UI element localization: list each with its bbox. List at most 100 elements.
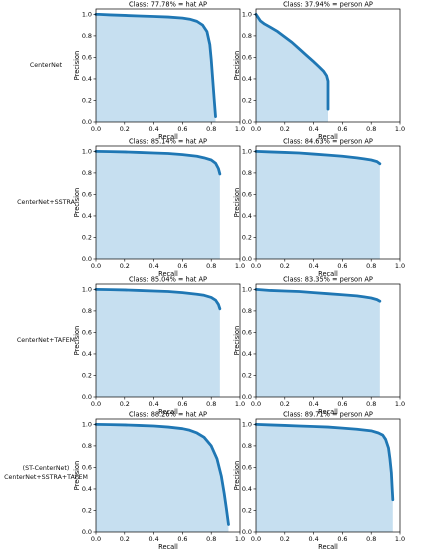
y-tick-label: 0.4 xyxy=(242,350,252,358)
x-tick-label: 1.0 xyxy=(395,262,405,270)
x-axis-label: Recall xyxy=(318,408,338,416)
y-tick-label: 0.6 xyxy=(242,464,252,472)
y-tick-label: 1.0 xyxy=(82,11,92,19)
x-tick-label: 0.0 xyxy=(91,400,101,408)
y-tick-label: 0.2 xyxy=(82,372,92,380)
row-label-centernet: CenterNet xyxy=(0,62,92,71)
y-tick-label: 0.4 xyxy=(82,485,92,493)
x-tick-label: 0.4 xyxy=(149,535,159,543)
x-axis-label: Recall xyxy=(318,133,338,141)
y-tick-label: 0.6 xyxy=(242,54,252,62)
y-tick-label: 0.2 xyxy=(82,234,92,242)
x-tick-label: 0.8 xyxy=(366,262,376,270)
y-tick-label: 0.0 xyxy=(242,393,252,401)
x-tick-label: 1.0 xyxy=(235,400,245,408)
y-tick-label: 0.8 xyxy=(82,169,92,177)
y-tick-label: 0.2 xyxy=(82,507,92,515)
y-tick-label: 0.4 xyxy=(82,350,92,358)
plot-frame xyxy=(95,283,241,398)
x-tick-label: 0.0 xyxy=(251,400,261,408)
x-tick-label: 0.0 xyxy=(91,262,101,270)
y-tick-label: 1.0 xyxy=(82,148,92,156)
x-tick-label: 0.4 xyxy=(309,535,319,543)
y-tick-label: 0.0 xyxy=(242,255,252,263)
y-tick-label: 0.4 xyxy=(82,212,92,220)
y-tick-label: 0.6 xyxy=(242,329,252,337)
x-tick-label: 0.4 xyxy=(149,400,159,408)
x-tick-label: 0.0 xyxy=(251,535,261,543)
y-axis-label: Precision xyxy=(233,326,241,355)
y-tick-label: 1.0 xyxy=(82,421,92,429)
y-axis-label: Precision xyxy=(73,188,81,217)
pr-curve-line xyxy=(94,287,222,311)
pr-chart-panel: Class: 84.63% = person AP 0.0 0.2 0.4 0.6 0.8… xyxy=(233,138,405,279)
y-tick-label: 1.0 xyxy=(242,11,252,19)
y-tick-label: 0.0 xyxy=(82,255,92,263)
x-tick-label: 0.0 xyxy=(251,125,261,133)
x-tick-label: 0.4 xyxy=(149,125,159,133)
y-tick-label: 0.4 xyxy=(242,485,252,493)
pr-area-fill xyxy=(256,151,380,259)
pr-chart-panel: Class: 85.04% = hat AP 0.0 0.2 0.4 0.6 0.8 1.0… xyxy=(73,276,245,417)
x-tick-label: 1.0 xyxy=(235,535,245,543)
y-tick-label: 0.2 xyxy=(242,234,252,242)
x-tick-label: 0.2 xyxy=(280,125,290,133)
x-tick-label: 0.8 xyxy=(206,125,216,133)
y-tick-label: 0.0 xyxy=(242,118,252,126)
x-tick-label: 0.4 xyxy=(309,400,319,408)
row-label-st-centernet: (ST-CenterNet) CenterNet+SSTRA+TAFEM xyxy=(0,465,92,482)
row-label-line: CenterNet+TAFEM xyxy=(16,337,76,344)
x-tick-label: 0.8 xyxy=(366,400,376,408)
y-tick-label: 0.6 xyxy=(82,464,92,472)
chart-title: Class: 85.14% = hat AP xyxy=(129,138,207,146)
y-tick-label: 0.8 xyxy=(82,442,92,450)
pr-area-fill xyxy=(96,151,220,259)
y-tick-label: 0.2 xyxy=(242,372,252,380)
x-tick-label: 0.2 xyxy=(280,400,290,408)
pr-area-fill xyxy=(256,289,380,397)
y-tick-label: 0.2 xyxy=(242,97,252,105)
x-tick-label: 0.2 xyxy=(120,262,130,270)
y-tick-label: 0.2 xyxy=(82,97,92,105)
x-tick-label: 0.8 xyxy=(206,400,216,408)
chart-title: Class: 89.71% = person AP xyxy=(283,411,373,419)
pr-area-fill xyxy=(256,14,328,123)
y-tick-label: 0.8 xyxy=(242,169,252,177)
y-axis-label: Precision xyxy=(73,326,81,355)
pr-area-fill xyxy=(256,424,393,532)
x-tick-label: 0.6 xyxy=(337,535,347,543)
plot-frame xyxy=(95,8,241,123)
pr-chart-panel: Class: 77.78% = hat AP 0.0 0.2 0.4 0.6 0.8 1.0… xyxy=(73,1,245,142)
chart-title: Class: 88.26% = hat AP xyxy=(129,411,207,419)
y-tick-label: 0.0 xyxy=(242,528,252,536)
x-tick-label: 0.8 xyxy=(206,535,216,543)
y-tick-label: 0.4 xyxy=(242,75,252,83)
x-axis-label: Recall xyxy=(158,543,178,550)
row-label-line: CenterNet+SSTRA xyxy=(17,199,75,206)
x-tick-label: 0.2 xyxy=(120,535,130,543)
x-tick-label: 1.0 xyxy=(235,262,245,270)
chart-title: Class: 83.35% = person AP xyxy=(283,276,373,284)
y-tick-label: 0.6 xyxy=(82,329,92,337)
y-tick-label: 0.8 xyxy=(82,307,92,315)
x-tick-label: 0.6 xyxy=(337,400,347,408)
y-axis-label: Precision xyxy=(73,51,81,80)
x-tick-label: 0.6 xyxy=(177,400,187,408)
y-tick-label: 0.4 xyxy=(82,75,92,83)
y-tick-label: 0.8 xyxy=(82,32,92,40)
plot-frame xyxy=(255,418,401,533)
x-tick-label: 0.0 xyxy=(91,535,101,543)
pr-curve-line xyxy=(94,12,217,119)
x-tick-label: 0.2 xyxy=(120,125,130,133)
y-tick-label: 0.6 xyxy=(82,54,92,62)
x-axis-label: Recall xyxy=(158,270,178,278)
y-axis-label: Precision xyxy=(233,461,241,490)
pr-curve-line xyxy=(94,149,222,176)
row-label-line: CenterNet+SSTRA+TAFEM xyxy=(4,473,88,481)
pr-area-fill xyxy=(96,424,229,532)
pr-area-fill xyxy=(96,289,220,397)
x-tick-label: 1.0 xyxy=(235,125,245,133)
y-tick-label: 0.6 xyxy=(242,191,252,199)
pr-chart-panel: Class: 88.26% = hat AP 0.0 0.2 0.4 0.6 0.8 1.0… xyxy=(73,411,245,550)
y-tick-label: 0.4 xyxy=(242,212,252,220)
